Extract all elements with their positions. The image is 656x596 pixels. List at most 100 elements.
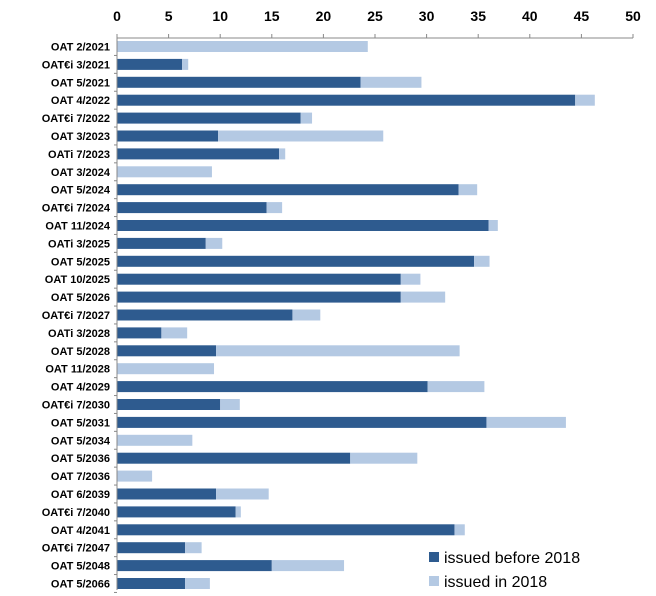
category-label: OAT€i 3/2021 [42, 59, 110, 71]
bar-issued-in-2018 [218, 130, 384, 142]
category-label: OAT 10/2025 [45, 274, 110, 286]
bar-issued-before-2018 [117, 542, 186, 554]
category-label: OAT 5/2026 [51, 292, 110, 304]
bar-issued-in-2018 [185, 542, 202, 554]
category-label: OAT€i 7/2047 [42, 543, 110, 555]
bar-issued-in-2018 [271, 560, 345, 572]
bar-issued-in-2018 [117, 166, 212, 178]
bar-issued-before-2018 [117, 148, 280, 160]
bar-issued-before-2018 [117, 327, 162, 339]
category-label: OAT 5/2028 [51, 346, 110, 358]
bar-issued-before-2018 [117, 202, 267, 214]
category-label: OAT 7/2036 [51, 471, 110, 483]
category-label: OAT€i 7/2022 [42, 113, 110, 125]
category-label: OATi 3/2025 [48, 238, 110, 250]
bar-issued-in-2018 [400, 291, 446, 303]
bar-issued-in-2018 [474, 255, 490, 267]
category-label: OAT 5/2031 [51, 417, 110, 429]
bar-issued-in-2018 [117, 434, 193, 446]
category-label: OAT 5/2066 [51, 579, 110, 591]
bar-issued-in-2018 [161, 327, 188, 339]
bar-issued-before-2018 [117, 524, 455, 536]
bar-issued-before-2018 [117, 184, 459, 196]
x-tick-label: 0 [113, 8, 121, 24]
bar-issued-in-2018 [185, 578, 210, 589]
bar-issued-in-2018 [400, 273, 421, 285]
bar-issued-in-2018 [117, 363, 215, 375]
category-label: OAT 5/2024 [51, 185, 111, 197]
category-label: OAT 5/2048 [51, 561, 110, 573]
bar-issued-before-2018 [117, 291, 401, 303]
x-axis-ticks: 0 5 10 15 20 25 30 35 40 45 50 [113, 8, 641, 38]
legend-label-in-2018: issued in 2018 [444, 574, 547, 591]
category-label: OAT 5/2034 [51, 435, 111, 447]
legend-swatch-in-2018 [429, 576, 439, 586]
bar-issued-before-2018 [117, 255, 475, 267]
legend-label-before-2018: issued before 2018 [444, 550, 580, 567]
bar-series [117, 41, 595, 589]
bar-issued-before-2018 [117, 220, 489, 231]
bar-issued-before-2018 [117, 58, 183, 70]
category-label: OAT 6/2039 [51, 489, 110, 501]
bar-issued-before-2018 [117, 381, 428, 393]
bar-issued-in-2018 [300, 112, 313, 124]
category-label: OAT 11/2024 [45, 221, 110, 233]
category-label: OAT 3/2023 [51, 131, 110, 143]
x-tick-label: 25 [367, 8, 383, 24]
legend-swatch-before-2018 [429, 552, 439, 562]
x-tick-label: 15 [264, 8, 280, 24]
category-labels: OAT 2/2021 OAT€i 3/2021 OAT 5/2021 OAT 4/20… [42, 42, 117, 593]
bar-issued-before-2018 [117, 345, 217, 357]
bar-issued-before-2018 [117, 309, 293, 321]
bar-issued-before-2018 [117, 112, 301, 124]
category-label: OAT 5/2036 [51, 453, 110, 465]
category-label: OAT€i 7/2027 [42, 310, 110, 322]
bar-issued-in-2018 [216, 345, 460, 357]
legend: issued before 2018 issued in 2018 [429, 550, 580, 591]
bar-issued-before-2018 [117, 452, 351, 464]
x-tick-label: 10 [212, 8, 228, 24]
x-tick-label: 30 [419, 8, 435, 24]
bar-issued-in-2018 [279, 148, 286, 160]
bar-issued-in-2018 [235, 506, 241, 518]
category-label: OAT 11/2028 [45, 364, 110, 376]
bar-issued-in-2018 [292, 309, 321, 321]
bar-issued-before-2018 [117, 578, 186, 589]
category-label: OAT€i 7/2030 [42, 400, 110, 412]
category-label: OAT 4/2041 [51, 525, 110, 537]
category-label: OAT 5/2025 [51, 256, 110, 268]
bar-issued-in-2018 [458, 184, 478, 196]
category-label: OAT 3/2024 [51, 167, 111, 179]
category-label: OAT€i 7/2040 [42, 507, 110, 519]
bar-issued-before-2018 [117, 399, 221, 410]
x-tick-label: 20 [316, 8, 332, 24]
bar-issued-before-2018 [117, 488, 217, 500]
bar-issued-in-2018 [205, 237, 223, 249]
bar-issued-in-2018 [454, 524, 465, 536]
bar-issued-in-2018 [350, 452, 418, 464]
category-label: OATi 3/2028 [48, 328, 110, 340]
bar-issued-before-2018 [117, 416, 487, 428]
bar-issued-in-2018 [117, 470, 153, 482]
x-tick-label: 35 [470, 8, 486, 24]
x-tick-label: 40 [522, 8, 538, 24]
category-label: OAT 4/2029 [51, 382, 110, 394]
bar-issued-before-2018 [117, 273, 401, 285]
x-tick-label: 50 [625, 8, 641, 24]
bar-issued-in-2018 [216, 488, 269, 500]
category-label: OAT 2/2021 [51, 42, 110, 54]
bar-issued-in-2018 [488, 220, 498, 231]
bar-issued-in-2018 [575, 94, 595, 106]
category-label: OAT 4/2022 [51, 95, 110, 107]
bar-issued-before-2018 [117, 560, 272, 572]
bar-issued-before-2018 [117, 76, 361, 88]
bar-issued-in-2018 [182, 58, 189, 70]
bar-issued-before-2018 [117, 237, 206, 249]
bar-issued-in-2018 [486, 416, 566, 428]
category-label: OAT 5/2021 [51, 77, 110, 89]
category-label: OATi 7/2023 [48, 149, 110, 161]
bar-issued-in-2018 [220, 399, 240, 410]
bar-issued-in-2018 [427, 381, 485, 393]
x-tick-label: 45 [574, 8, 590, 24]
